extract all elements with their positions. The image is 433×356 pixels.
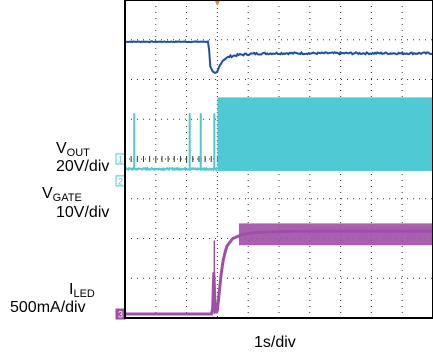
channel-marker-3: 3 <box>115 308 126 320</box>
trace-vgate-baseline <box>124 166 218 173</box>
trace-vgate-switching <box>217 97 433 171</box>
channel-markers: 1 2 3 <box>115 153 126 320</box>
trigger-marker <box>214 0 221 6</box>
iled-label: ILED <box>69 281 95 300</box>
vgate-label: VGATE <box>42 185 82 204</box>
traces <box>124 40 433 316</box>
channel-marker-number: 2 <box>118 176 123 186</box>
time-scale-label: 1s/div <box>254 334 296 351</box>
iled-scale: 500mA/div <box>10 299 86 316</box>
vgate-scale: 10V/div <box>56 204 110 221</box>
vout-label: VOUT <box>56 140 90 159</box>
trace-iled <box>125 229 433 316</box>
vout-scale: 20V/div <box>56 158 110 175</box>
channel-marker-2: 2 <box>115 175 126 187</box>
channel-marker-number: 3 <box>118 310 123 320</box>
channel-marker-1: 1 <box>115 153 126 165</box>
channel-marker-number: 1 <box>118 155 123 165</box>
plot-frame <box>124 0 433 319</box>
trace-iled-ripple <box>238 223 433 246</box>
trace-ch-top <box>125 40 433 75</box>
